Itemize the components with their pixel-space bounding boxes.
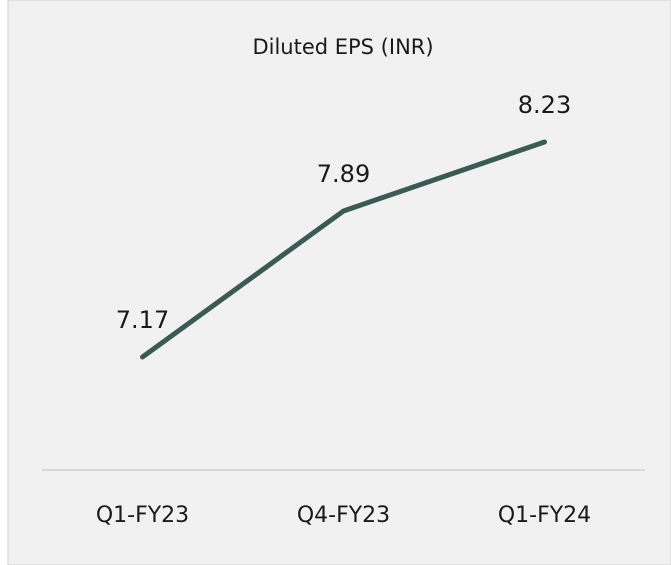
x-tick-label: Q1-FY23 [96,503,189,528]
line [140,139,547,360]
chart-title: Diluted EPS (INR) [252,35,433,59]
chart-background [7,0,671,565]
x-tick-label: Q1-FY24 [498,503,591,528]
data-label: 7.17 [116,306,169,334]
x-tick-label: Q4-FY23 [297,503,390,528]
data-label: 7.89 [317,160,370,188]
data-label: 8.23 [518,91,571,119]
